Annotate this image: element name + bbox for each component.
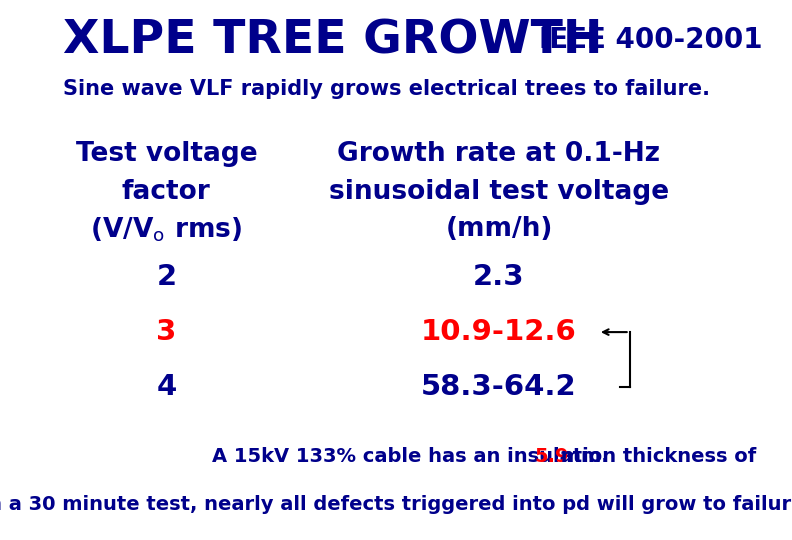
Text: (V/V$_{\mathrm{o}}$ rms): (V/V$_{\mathrm{o}}$ rms) <box>90 215 242 244</box>
Text: mm.: mm. <box>554 447 608 466</box>
Text: IEEE 400-2001: IEEE 400-2001 <box>539 26 762 55</box>
Text: XLPE TREE GROWTH: XLPE TREE GROWTH <box>63 18 603 63</box>
Text: In a 30 minute test, nearly all defects triggered into pd will grow to failure.: In a 30 minute test, nearly all defects … <box>0 495 792 515</box>
Text: Test voltage: Test voltage <box>75 141 257 167</box>
Text: 2.3: 2.3 <box>473 263 525 291</box>
Text: sinusoidal test voltage: sinusoidal test voltage <box>329 179 669 205</box>
Text: 5.9: 5.9 <box>534 447 569 466</box>
Text: Sine wave VLF rapidly grows electrical trees to failure.: Sine wave VLF rapidly grows electrical t… <box>63 79 710 99</box>
Text: (mm/h): (mm/h) <box>445 217 553 242</box>
Text: 4: 4 <box>156 373 177 401</box>
Text: 2: 2 <box>156 263 177 291</box>
Text: A 15kV 133% cable has an insulation thickness of: A 15kV 133% cable has an insulation thic… <box>212 447 763 466</box>
Text: 3: 3 <box>156 318 177 346</box>
Text: 58.3-64.2: 58.3-64.2 <box>421 373 577 401</box>
Text: factor: factor <box>122 179 211 205</box>
Text: 10.9-12.6: 10.9-12.6 <box>421 318 577 346</box>
Text: Growth rate at 0.1-Hz: Growth rate at 0.1-Hz <box>337 141 661 167</box>
